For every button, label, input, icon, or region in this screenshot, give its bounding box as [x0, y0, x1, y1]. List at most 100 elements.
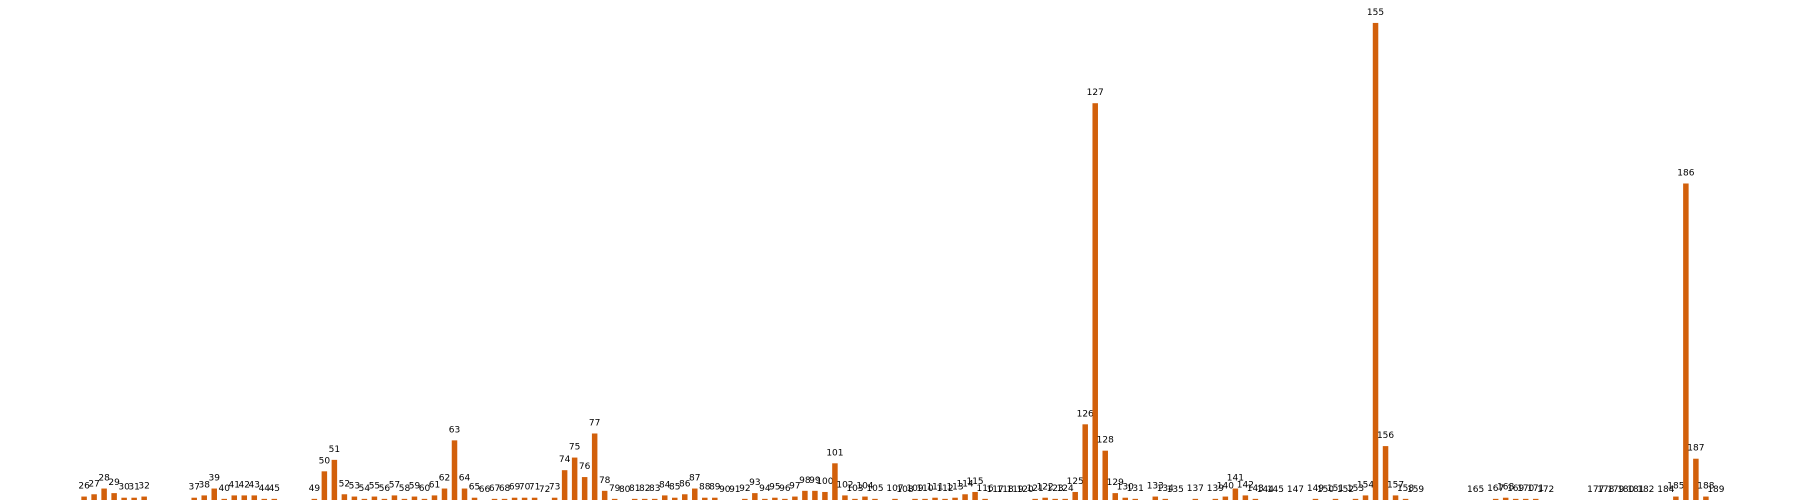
bar-label: 120	[1017, 485, 1034, 495]
bar-label: 133	[1147, 482, 1164, 492]
bar-label: 43	[249, 480, 260, 490]
bar	[742, 498, 748, 500]
bar-label: 40	[219, 484, 231, 494]
bar-label: 53	[349, 482, 360, 492]
bar	[1232, 488, 1239, 500]
bar	[1703, 496, 1709, 500]
bar	[101, 488, 107, 500]
bar	[772, 497, 778, 500]
bar-label: 30	[118, 483, 130, 493]
bar	[702, 497, 708, 500]
bar-label: 27	[88, 479, 99, 489]
bar-label: 65	[469, 483, 480, 493]
bar-label: 150	[1317, 485, 1334, 495]
bar-label: 92	[739, 484, 750, 494]
bar-label: 131	[1127, 484, 1144, 494]
bar	[431, 495, 438, 500]
bar-label: 135	[1167, 485, 1184, 495]
bar-label: 67	[489, 484, 500, 494]
bar	[792, 496, 798, 500]
bar-label: 171	[1527, 484, 1544, 494]
bar-label: 181	[1627, 485, 1644, 495]
bar-label: 121	[1027, 484, 1044, 494]
bar	[601, 490, 608, 500]
bar	[972, 491, 978, 500]
bar-label: 39	[209, 474, 221, 484]
bar	[221, 498, 227, 500]
bar-label: 103	[846, 484, 863, 494]
bar-label: 107	[886, 484, 903, 494]
bar-label: 28	[98, 474, 110, 484]
bar-label: 165	[1467, 485, 1484, 495]
bar	[651, 498, 658, 500]
bar-label: 130	[1117, 483, 1134, 493]
bar	[1512, 498, 1519, 500]
bar-label: 124	[1057, 484, 1074, 494]
bar	[782, 498, 788, 500]
bar-label: 152	[1337, 485, 1354, 495]
bar	[1102, 450, 1108, 500]
bar-label: 60	[419, 484, 431, 494]
bar-label: 180	[1617, 485, 1634, 495]
bar-label: 112	[936, 484, 953, 494]
bar	[341, 494, 348, 500]
bar-label: 109	[906, 484, 923, 494]
bar	[131, 497, 137, 500]
bar-label: 51	[329, 445, 340, 455]
bar-label: 49	[309, 484, 321, 494]
bar	[581, 477, 588, 500]
bar	[561, 470, 568, 500]
bar	[631, 498, 638, 500]
bar-label: 115	[966, 477, 983, 487]
bar-label: 80	[619, 485, 631, 495]
bar-label: 186	[1677, 168, 1694, 178]
bar-label: 86	[679, 479, 691, 489]
bar	[91, 494, 97, 500]
bar-label: 105	[866, 484, 883, 494]
bar-label: 102	[836, 480, 853, 490]
bar	[421, 498, 428, 500]
bar-label: 187	[1687, 444, 1704, 454]
bar	[271, 498, 278, 500]
bar-label: 82	[639, 484, 650, 494]
bar-label: 41	[229, 480, 240, 490]
bar	[401, 498, 408, 500]
bar	[1162, 498, 1169, 500]
bar	[1132, 498, 1139, 500]
bar	[1392, 495, 1399, 500]
bar	[1082, 424, 1088, 500]
bar	[321, 471, 328, 500]
bar	[331, 459, 338, 500]
bar-label: 69	[509, 483, 521, 493]
bar-label: 144	[1257, 485, 1274, 495]
bar-label: 38	[199, 480, 211, 490]
bar-label: 62	[439, 474, 450, 484]
bar	[822, 491, 828, 500]
bar	[862, 496, 868, 500]
bar-label: 42	[239, 480, 250, 490]
bar	[311, 498, 318, 500]
bar-label: 101	[826, 448, 843, 458]
bar-label: 123	[1047, 484, 1064, 494]
bar	[752, 493, 758, 500]
bar	[411, 496, 418, 500]
bar	[441, 488, 448, 500]
bar-label: 91	[729, 485, 740, 495]
bar	[1072, 491, 1078, 500]
bar-label: 127	[1087, 88, 1104, 98]
bar-label: 45	[269, 484, 280, 494]
bar-label: 139	[1207, 484, 1224, 494]
bar	[1683, 183, 1689, 500]
bar	[762, 498, 768, 500]
bar	[461, 488, 468, 500]
bar	[952, 497, 958, 500]
bar-label: 44	[259, 484, 271, 494]
bar-label: 26	[78, 482, 90, 492]
bar	[1362, 495, 1369, 500]
bar	[852, 498, 858, 500]
bar	[641, 498, 648, 500]
bar-label: 54	[359, 484, 371, 494]
bar-label: 137	[1187, 484, 1204, 494]
bar-label: 184	[1657, 485, 1674, 495]
